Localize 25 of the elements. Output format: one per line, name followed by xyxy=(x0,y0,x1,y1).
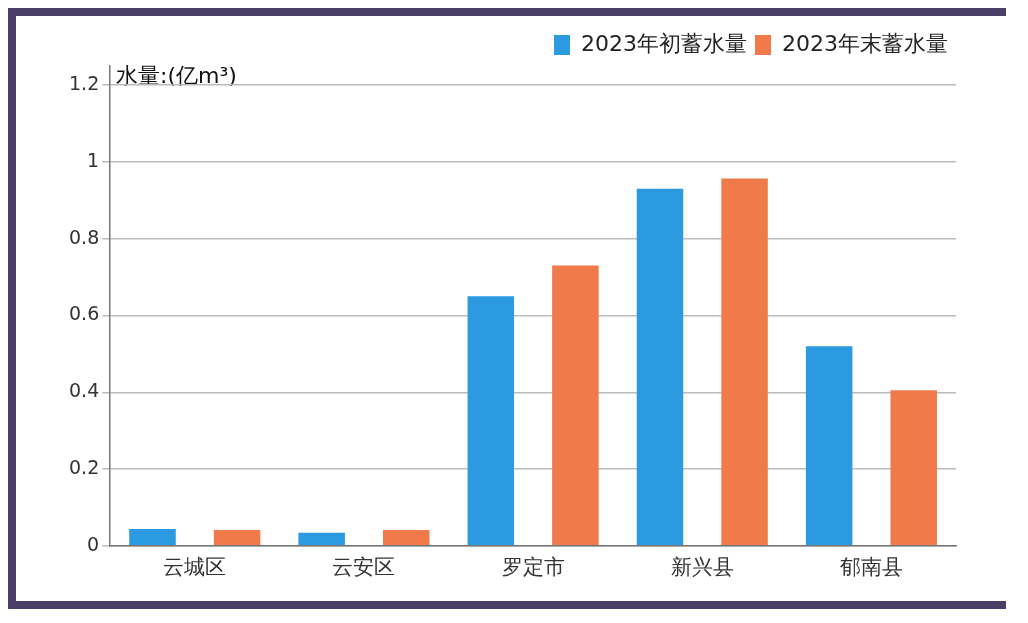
y-tick-label: 0 xyxy=(87,532,100,555)
bar xyxy=(805,346,853,546)
legend-label: 2023年末蓄水量 xyxy=(782,30,949,56)
bar xyxy=(129,528,176,546)
x-tick-label: 罗定市 xyxy=(501,554,565,579)
bar xyxy=(890,390,937,546)
x-tick-label: 云安区 xyxy=(332,554,396,579)
legend-label: 2023年初蓄水量 xyxy=(581,30,748,56)
bar xyxy=(213,530,261,546)
y-tick-label: 0.2 xyxy=(69,455,100,478)
x-tick-label: 郁南县 xyxy=(839,554,903,579)
bar xyxy=(467,296,515,546)
x-tick-label: 云城区 xyxy=(163,554,227,579)
bar xyxy=(636,188,684,546)
bar xyxy=(298,532,345,546)
y-axis-title: 水量:(亿m³) xyxy=(116,62,237,90)
y-tick-label: 1 xyxy=(87,148,100,171)
y-tick-label: 0.6 xyxy=(69,302,100,325)
x-tick-label: 新兴县 xyxy=(670,554,734,579)
y-tick-label: 0.8 xyxy=(69,225,100,248)
bar xyxy=(721,178,768,546)
y-tick-label: 0.4 xyxy=(69,379,100,402)
y-tick-label: 1.2 xyxy=(69,72,100,95)
bar xyxy=(552,265,599,546)
bar xyxy=(382,530,430,546)
